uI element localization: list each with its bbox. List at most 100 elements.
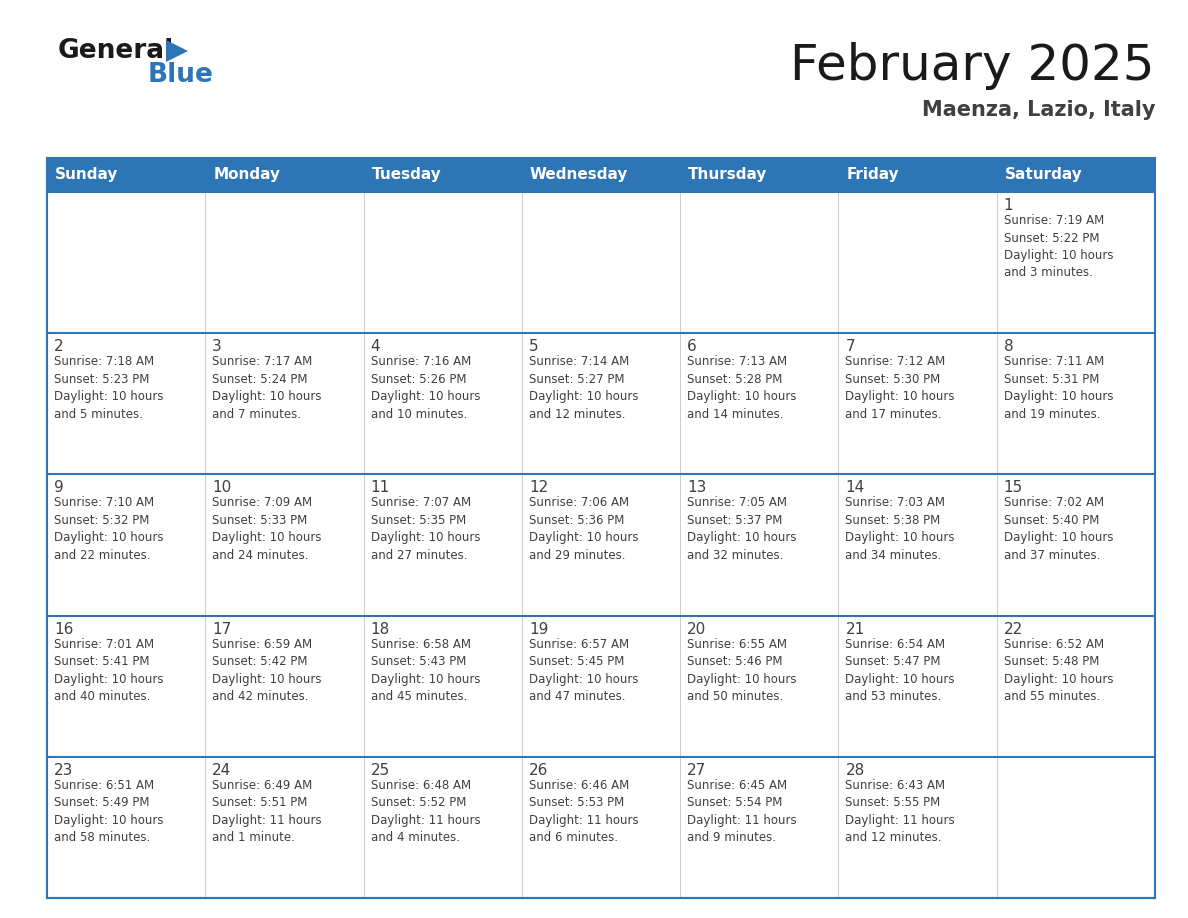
Bar (48, 475, 206, 616)
Text: 9: 9 (53, 480, 64, 496)
Text: Thursday: Thursday (688, 167, 767, 183)
Polygon shape (166, 40, 188, 62)
Text: Sunrise: 6:51 AM
Sunset: 5:49 PM
Daylight: 10 hours
and 58 minutes.: Sunrise: 6:51 AM Sunset: 5:49 PM Dayligh… (53, 778, 164, 845)
Bar (839, 192, 997, 333)
Text: 14: 14 (846, 480, 865, 496)
Text: Sunrise: 7:13 AM
Sunset: 5:28 PM
Daylight: 10 hours
and 14 minutes.: Sunrise: 7:13 AM Sunset: 5:28 PM Dayligh… (687, 355, 797, 420)
Text: 8: 8 (1004, 339, 1013, 354)
Bar (681, 333, 839, 475)
Text: 22: 22 (1004, 621, 1023, 636)
Text: Monday: Monday (214, 167, 280, 183)
Bar (839, 616, 997, 756)
Text: Sunrise: 6:43 AM
Sunset: 5:55 PM
Daylight: 11 hours
and 12 minutes.: Sunrise: 6:43 AM Sunset: 5:55 PM Dayligh… (846, 778, 955, 845)
Text: Sunrise: 7:01 AM
Sunset: 5:41 PM
Daylight: 10 hours
and 40 minutes.: Sunrise: 7:01 AM Sunset: 5:41 PM Dayligh… (53, 638, 164, 703)
Text: 27: 27 (687, 763, 707, 778)
Text: Sunrise: 7:12 AM
Sunset: 5:30 PM
Daylight: 10 hours
and 17 minutes.: Sunrise: 7:12 AM Sunset: 5:30 PM Dayligh… (846, 355, 955, 420)
Text: 16: 16 (53, 621, 74, 636)
Bar (206, 475, 364, 616)
Text: 1: 1 (1004, 198, 1013, 213)
Text: Sunrise: 6:57 AM
Sunset: 5:45 PM
Daylight: 10 hours
and 47 minutes.: Sunrise: 6:57 AM Sunset: 5:45 PM Dayligh… (529, 638, 638, 703)
Bar (997, 616, 1155, 756)
Bar (522, 333, 681, 475)
Text: Sunrise: 7:05 AM
Sunset: 5:37 PM
Daylight: 10 hours
and 32 minutes.: Sunrise: 7:05 AM Sunset: 5:37 PM Dayligh… (687, 497, 797, 562)
Bar (839, 158, 997, 192)
Bar (839, 756, 997, 898)
Text: 3: 3 (213, 339, 222, 354)
Bar (681, 616, 839, 756)
Bar (839, 333, 997, 475)
Bar (997, 333, 1155, 475)
Text: 23: 23 (53, 763, 74, 778)
Bar (997, 475, 1155, 616)
Text: 17: 17 (213, 621, 232, 636)
Text: 20: 20 (687, 621, 707, 636)
Text: Blue: Blue (148, 62, 214, 88)
Text: Sunrise: 7:06 AM
Sunset: 5:36 PM
Daylight: 10 hours
and 29 minutes.: Sunrise: 7:06 AM Sunset: 5:36 PM Dayligh… (529, 497, 638, 562)
Bar (364, 333, 522, 475)
Text: 10: 10 (213, 480, 232, 496)
Text: 7: 7 (846, 339, 855, 354)
Text: Sunrise: 6:54 AM
Sunset: 5:47 PM
Daylight: 10 hours
and 53 minutes.: Sunrise: 6:54 AM Sunset: 5:47 PM Dayligh… (846, 638, 955, 703)
Bar (206, 616, 364, 756)
Text: Sunrise: 6:49 AM
Sunset: 5:51 PM
Daylight: 11 hours
and 1 minute.: Sunrise: 6:49 AM Sunset: 5:51 PM Dayligh… (213, 778, 322, 845)
Text: 11: 11 (371, 480, 390, 496)
Bar (997, 756, 1155, 898)
Text: Sunrise: 7:11 AM
Sunset: 5:31 PM
Daylight: 10 hours
and 19 minutes.: Sunrise: 7:11 AM Sunset: 5:31 PM Dayligh… (1004, 355, 1113, 420)
Bar (206, 158, 364, 192)
Text: 26: 26 (529, 763, 548, 778)
Bar (364, 616, 522, 756)
Text: Sunrise: 7:14 AM
Sunset: 5:27 PM
Daylight: 10 hours
and 12 minutes.: Sunrise: 7:14 AM Sunset: 5:27 PM Dayligh… (529, 355, 638, 420)
Text: Sunrise: 7:09 AM
Sunset: 5:33 PM
Daylight: 10 hours
and 24 minutes.: Sunrise: 7:09 AM Sunset: 5:33 PM Dayligh… (213, 497, 322, 562)
Text: Sunrise: 7:16 AM
Sunset: 5:26 PM
Daylight: 10 hours
and 10 minutes.: Sunrise: 7:16 AM Sunset: 5:26 PM Dayligh… (371, 355, 480, 420)
Bar (206, 333, 364, 475)
Bar (206, 756, 364, 898)
Bar (522, 756, 681, 898)
Text: Sunrise: 7:18 AM
Sunset: 5:23 PM
Daylight: 10 hours
and 5 minutes.: Sunrise: 7:18 AM Sunset: 5:23 PM Dayligh… (53, 355, 164, 420)
Bar (522, 475, 681, 616)
Bar (48, 158, 206, 192)
Text: Sunrise: 7:07 AM
Sunset: 5:35 PM
Daylight: 10 hours
and 27 minutes.: Sunrise: 7:07 AM Sunset: 5:35 PM Dayligh… (371, 497, 480, 562)
Bar (364, 756, 522, 898)
Text: Sunrise: 7:19 AM
Sunset: 5:22 PM
Daylight: 10 hours
and 3 minutes.: Sunrise: 7:19 AM Sunset: 5:22 PM Dayligh… (1004, 214, 1113, 279)
Text: 25: 25 (371, 763, 390, 778)
Text: 28: 28 (846, 763, 865, 778)
Text: General: General (58, 38, 175, 64)
Text: Maenza, Lazio, Italy: Maenza, Lazio, Italy (922, 100, 1155, 120)
Text: 18: 18 (371, 621, 390, 636)
Text: February 2025: February 2025 (790, 42, 1155, 90)
Bar (364, 158, 522, 192)
Text: Saturday: Saturday (1005, 167, 1082, 183)
Text: Sunrise: 6:46 AM
Sunset: 5:53 PM
Daylight: 11 hours
and 6 minutes.: Sunrise: 6:46 AM Sunset: 5:53 PM Dayligh… (529, 778, 638, 845)
Text: Friday: Friday (846, 167, 899, 183)
Bar (48, 333, 206, 475)
Bar (48, 756, 206, 898)
Bar (681, 192, 839, 333)
Text: 4: 4 (371, 339, 380, 354)
Text: Sunrise: 6:58 AM
Sunset: 5:43 PM
Daylight: 10 hours
and 45 minutes.: Sunrise: 6:58 AM Sunset: 5:43 PM Dayligh… (371, 638, 480, 703)
Bar (522, 616, 681, 756)
Bar (681, 158, 839, 192)
Text: Wednesday: Wednesday (530, 167, 628, 183)
Text: 24: 24 (213, 763, 232, 778)
Text: 15: 15 (1004, 480, 1023, 496)
Bar (839, 475, 997, 616)
Text: 2: 2 (53, 339, 64, 354)
Text: 21: 21 (846, 621, 865, 636)
Text: Sunrise: 7:17 AM
Sunset: 5:24 PM
Daylight: 10 hours
and 7 minutes.: Sunrise: 7:17 AM Sunset: 5:24 PM Dayligh… (213, 355, 322, 420)
Text: Tuesday: Tuesday (372, 167, 441, 183)
Bar (522, 192, 681, 333)
Text: 12: 12 (529, 480, 548, 496)
Text: Sunrise: 6:55 AM
Sunset: 5:46 PM
Daylight: 10 hours
and 50 minutes.: Sunrise: 6:55 AM Sunset: 5:46 PM Dayligh… (687, 638, 797, 703)
Text: 5: 5 (529, 339, 538, 354)
Bar (364, 192, 522, 333)
Bar (681, 475, 839, 616)
Bar (48, 192, 206, 333)
Bar (364, 475, 522, 616)
Text: Sunrise: 6:45 AM
Sunset: 5:54 PM
Daylight: 11 hours
and 9 minutes.: Sunrise: 6:45 AM Sunset: 5:54 PM Dayligh… (687, 778, 797, 845)
Text: Sunrise: 7:03 AM
Sunset: 5:38 PM
Daylight: 10 hours
and 34 minutes.: Sunrise: 7:03 AM Sunset: 5:38 PM Dayligh… (846, 497, 955, 562)
Text: Sunrise: 6:59 AM
Sunset: 5:42 PM
Daylight: 10 hours
and 42 minutes.: Sunrise: 6:59 AM Sunset: 5:42 PM Dayligh… (213, 638, 322, 703)
Bar (48, 616, 206, 756)
Text: Sunday: Sunday (55, 167, 119, 183)
Bar (997, 158, 1155, 192)
Text: 13: 13 (687, 480, 707, 496)
